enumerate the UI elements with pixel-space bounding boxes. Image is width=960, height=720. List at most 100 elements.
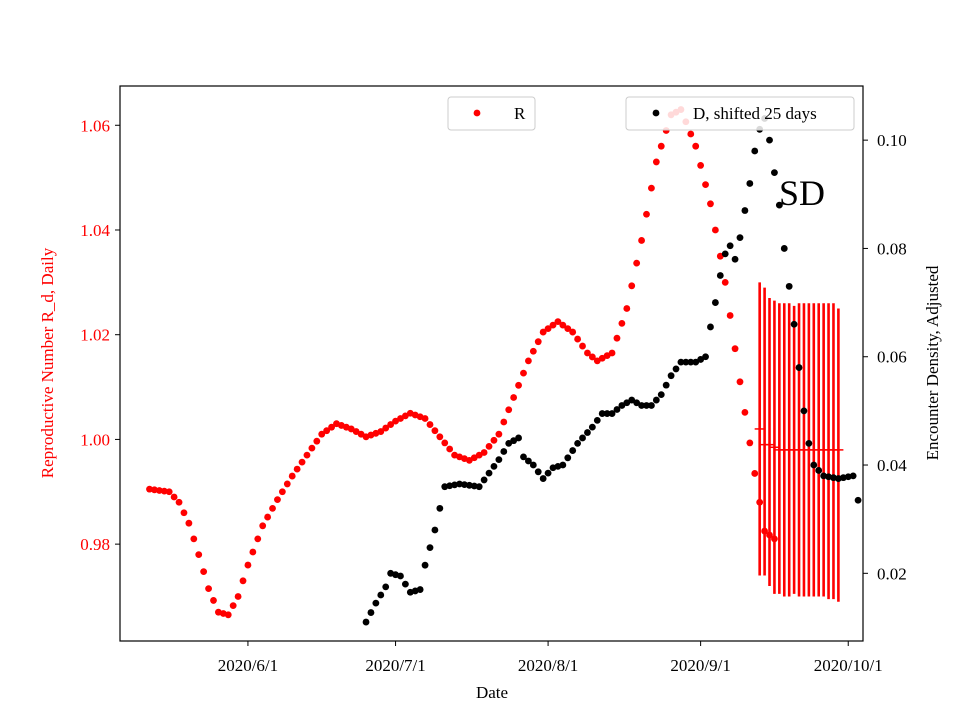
d-point [721, 250, 729, 258]
r-point [421, 415, 429, 422]
r-point [480, 449, 488, 456]
d-point [529, 461, 537, 469]
r-point [574, 335, 582, 343]
d-point [652, 396, 660, 404]
legend-d-label: D, shifted 25 days [693, 104, 817, 123]
r-point [633, 259, 641, 267]
r-point [323, 427, 331, 435]
d-point [800, 407, 808, 415]
d-point [849, 472, 857, 480]
right-axis-label: Encounter Density, Adjusted [923, 265, 942, 460]
legend-r-box [447, 96, 536, 131]
left-axis-label: Reproductive Number R_d, Daily [38, 247, 57, 478]
r-point [274, 496, 281, 504]
x-axis-label: Date [476, 683, 508, 702]
d-point [500, 448, 508, 455]
d-point [544, 469, 552, 477]
r-point [638, 237, 645, 244]
d-point [490, 462, 498, 470]
r-point [239, 577, 247, 585]
d-point [746, 180, 754, 187]
d-point [520, 453, 527, 461]
r-point [259, 522, 267, 530]
x-tick-label: 2020/8/1 [518, 656, 578, 675]
r-point [751, 470, 759, 477]
d-point [475, 483, 483, 491]
r-point [382, 424, 390, 432]
d-point [515, 434, 522, 442]
d-point [751, 147, 759, 155]
d-point [421, 561, 429, 569]
r-point [761, 527, 768, 535]
d-point [702, 353, 709, 361]
r-point [180, 509, 188, 517]
r-point [431, 427, 439, 435]
legend-d-marker [652, 109, 660, 117]
x-tick-label: 2020/9/1 [670, 656, 730, 675]
d-point [608, 410, 616, 417]
d-point [771, 169, 778, 177]
r-point [711, 226, 719, 234]
d-point [598, 410, 606, 417]
d-point [682, 358, 690, 366]
r-point [510, 394, 518, 401]
d-point [707, 323, 714, 331]
d-point [574, 439, 582, 447]
x-tick-label: 2020/10/1 [814, 656, 883, 675]
d-point [766, 136, 773, 144]
r-point [756, 498, 764, 506]
right-tick-label: 0.06 [877, 348, 907, 367]
r-point [529, 347, 537, 355]
d-point [588, 423, 596, 431]
annotation-sd: SD [779, 173, 825, 213]
d-point [603, 410, 611, 417]
d-point [362, 618, 370, 626]
r-point [771, 535, 778, 543]
d-point [672, 365, 680, 373]
r-point [249, 548, 257, 556]
d-point [657, 391, 665, 399]
d-point [534, 468, 542, 476]
r-point [328, 423, 335, 431]
r-point [569, 328, 577, 336]
r-point [736, 378, 744, 386]
d-point [785, 282, 793, 290]
r-point [490, 436, 498, 444]
r-point [200, 568, 208, 576]
r-point [702, 181, 709, 189]
legend-d-box [625, 96, 855, 131]
r-point [254, 535, 262, 543]
r-point [500, 418, 508, 426]
r-point [687, 130, 695, 138]
d-point [431, 526, 439, 534]
left-tick-label: 1.00 [80, 430, 110, 449]
r-point [544, 325, 552, 332]
d-point [805, 439, 813, 447]
d-point [426, 544, 434, 551]
r-point [505, 406, 513, 414]
right-tick-label: 0.10 [877, 131, 907, 150]
d-point [480, 476, 488, 484]
r-point [229, 602, 237, 610]
d-point [741, 207, 749, 214]
r-point [224, 611, 232, 619]
r-point [170, 493, 178, 501]
r-point [264, 513, 272, 521]
r-point [303, 451, 311, 459]
r-point [643, 210, 650, 218]
r-point [618, 319, 626, 327]
r-point [559, 321, 567, 329]
right-tick-label: 0.02 [877, 564, 907, 583]
d-point [780, 245, 788, 252]
d-point [593, 416, 601, 424]
d-point [687, 358, 695, 366]
d-point [667, 372, 675, 380]
r-point [741, 408, 749, 416]
r-point [746, 439, 754, 447]
r-point [554, 318, 562, 326]
r-point [721, 278, 729, 286]
legend-r: R [447, 96, 536, 131]
plot-area [119, 85, 864, 642]
r-point [298, 458, 306, 466]
